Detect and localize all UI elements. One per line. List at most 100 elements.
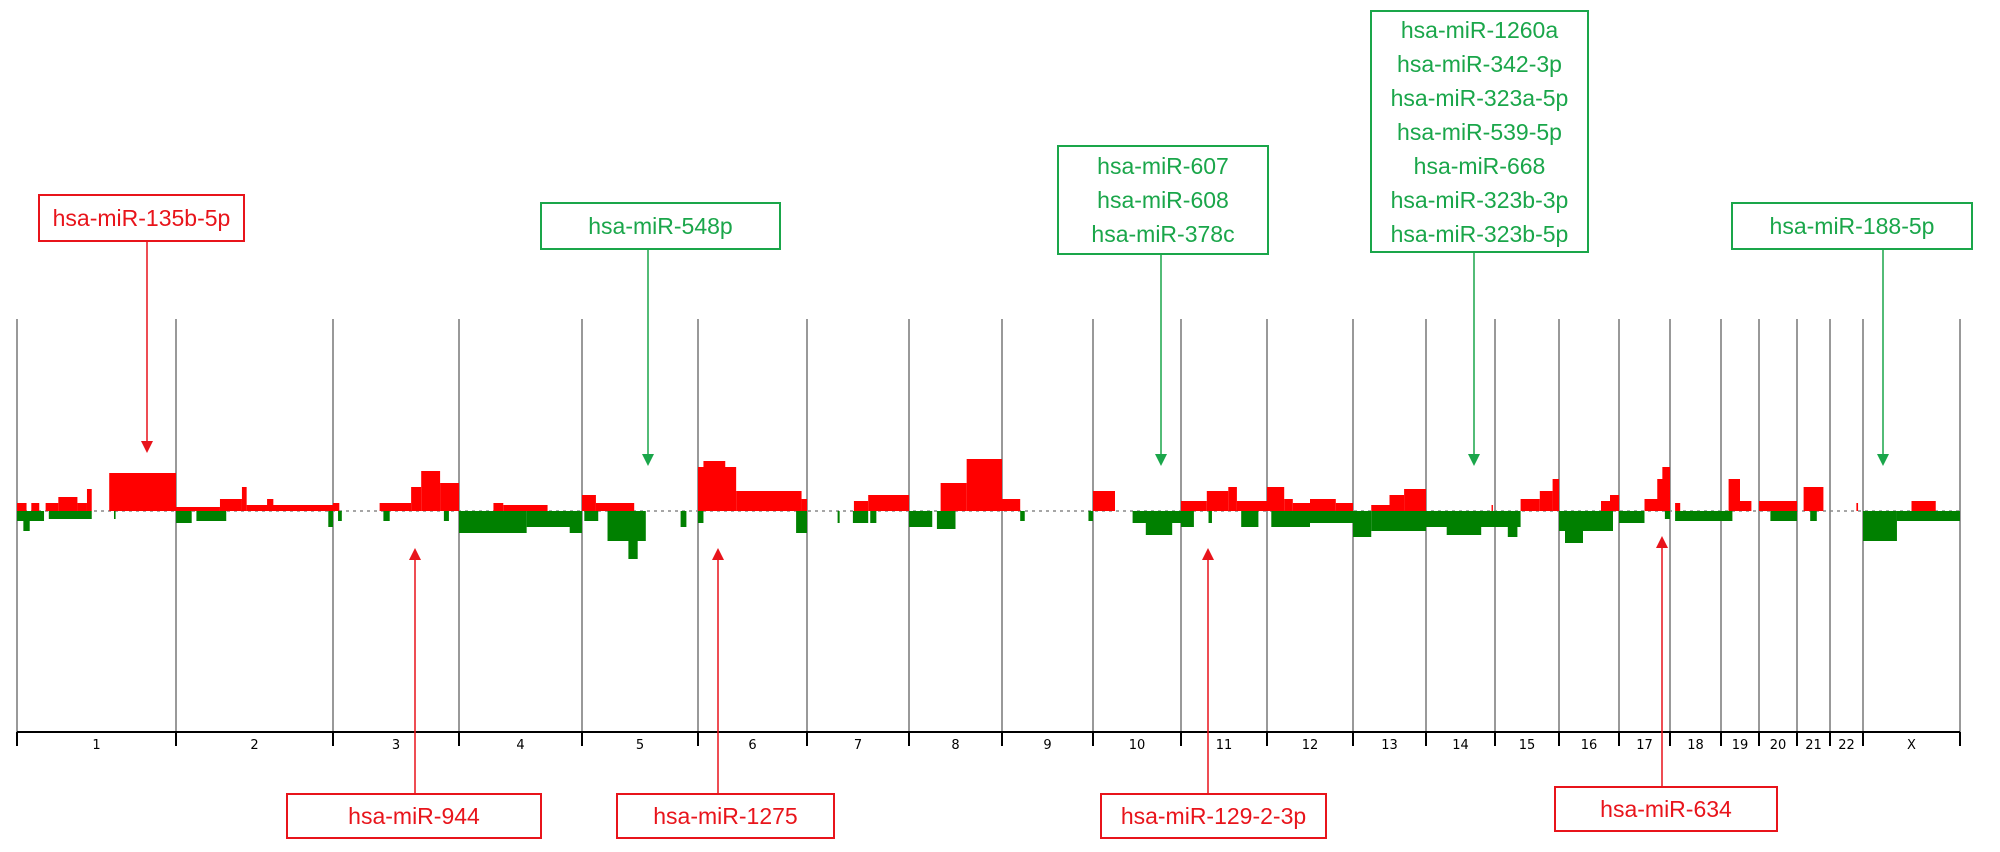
chromosome-label: 12 bbox=[1302, 738, 1319, 753]
chromosome-label: 18 bbox=[1687, 738, 1704, 753]
gain-bar-chr19 bbox=[1740, 501, 1752, 511]
loss-bar-chr3 bbox=[338, 511, 342, 521]
mirna-label: hsa-miR-944 bbox=[348, 803, 480, 829]
chromosome-label: 10 bbox=[1129, 738, 1146, 753]
gain-bar-chr12 bbox=[1267, 487, 1285, 511]
mirna-label: hsa-miR-323a-5p bbox=[1390, 84, 1569, 111]
gain-bar-chr6 bbox=[703, 461, 726, 511]
loss-bar-chr5 bbox=[628, 511, 638, 559]
loss-bar-chr11 bbox=[1241, 511, 1259, 527]
gain-bar-chr6 bbox=[736, 491, 802, 511]
arrow-head-icon bbox=[141, 441, 153, 453]
mirna-label: hsa-miR-342-3p bbox=[1397, 50, 1562, 77]
mirna-annotation-box: hsa-miR-944 bbox=[286, 793, 542, 839]
arrow-head-icon bbox=[1155, 454, 1167, 466]
mirna-annotation-box: hsa-miR-1275 bbox=[616, 793, 835, 839]
gain-bar-chr1 bbox=[109, 473, 176, 511]
loss-bar-chr8 bbox=[909, 511, 933, 527]
loss-bar-chr5 bbox=[607, 511, 646, 541]
gain-bar-chr22 bbox=[1856, 503, 1859, 511]
gain-bar-chr12 bbox=[1310, 499, 1336, 511]
mirna-annotation-box: hsa-miR-548p bbox=[540, 202, 781, 250]
loss-bar-chr4 bbox=[526, 511, 582, 527]
chromosome-label: 15 bbox=[1519, 738, 1536, 753]
mirna-label: hsa-miR-634 bbox=[1600, 796, 1732, 822]
gain-bar-chr1 bbox=[77, 503, 87, 511]
gain-bar-chr3 bbox=[440, 483, 459, 511]
mirna-label: hsa-miR-323b-5p bbox=[1390, 220, 1569, 247]
gain-bar-chr5 bbox=[582, 495, 596, 511]
chromosome-label: 22 bbox=[1838, 738, 1855, 753]
gain-bar-chr1 bbox=[86, 489, 92, 511]
loss-bar-chr11 bbox=[1181, 511, 1194, 527]
mirna-label: hsa-miR-188-5p bbox=[1769, 213, 1935, 239]
chromosome-label: 8 bbox=[951, 738, 959, 753]
gain-bar-chr13 bbox=[1404, 489, 1426, 511]
arrow-head-icon bbox=[1202, 548, 1214, 560]
gain-bar-chr12 bbox=[1292, 503, 1310, 511]
gain-bar-chr18 bbox=[1675, 503, 1681, 511]
loss-bar-chr6 bbox=[698, 511, 704, 523]
loss-bar-chr15 bbox=[1507, 511, 1518, 537]
chromosome-label: 9 bbox=[1043, 738, 1051, 753]
loss-bar-chrX bbox=[1863, 511, 1897, 541]
mirna-label: hsa-miR-135b-5p bbox=[52, 205, 231, 231]
loss-bar-chr7 bbox=[870, 511, 877, 523]
loss-bar-chr11 bbox=[1208, 511, 1212, 523]
gain-bar-chr1 bbox=[45, 503, 59, 511]
gain-bar-chr8 bbox=[966, 459, 1002, 511]
gain-bar-chr16 bbox=[1601, 501, 1610, 511]
mirna-label: hsa-miR-608 bbox=[1097, 187, 1229, 213]
loss-bar-chr18 bbox=[1675, 511, 1721, 521]
gain-bar-chr19 bbox=[1728, 479, 1740, 511]
arrow-head-icon bbox=[642, 454, 654, 466]
gain-bar-chr1 bbox=[58, 497, 78, 511]
gain-bar-chr2 bbox=[176, 507, 220, 511]
chromosome-label: 4 bbox=[516, 738, 524, 753]
chromosome-label: 20 bbox=[1770, 738, 1787, 753]
gain-bar-chr17 bbox=[1662, 467, 1670, 511]
gain-bar-chr13 bbox=[1371, 505, 1390, 511]
loss-bar-chr19 bbox=[1721, 511, 1733, 521]
mirna-label: hsa-miR-1275 bbox=[653, 803, 798, 829]
gain-bar-chr2 bbox=[267, 499, 274, 511]
loss-bar-chr17 bbox=[1664, 511, 1670, 519]
gain-bar-chr21 bbox=[1803, 487, 1824, 511]
mirna-label: hsa-miR-539-5p bbox=[1397, 118, 1562, 145]
chromosome-label: 16 bbox=[1581, 738, 1598, 753]
loss-bar-chr20 bbox=[1770, 511, 1797, 521]
chromosome-label: 6 bbox=[748, 738, 756, 753]
gain-bar-chr15 bbox=[1552, 479, 1559, 511]
chromosome-label: 11 bbox=[1216, 738, 1233, 753]
chromosome-label: 17 bbox=[1636, 738, 1653, 753]
loss-bar-chr1 bbox=[17, 511, 45, 521]
arrow-head-icon bbox=[1877, 454, 1889, 466]
mirna-label: hsa-miR-607 bbox=[1097, 153, 1229, 179]
loss-bar-chr9 bbox=[1088, 511, 1093, 521]
gain-bar-chr5 bbox=[595, 503, 635, 511]
mirna-annotation-box: hsa-miR-188-5p bbox=[1731, 202, 1973, 250]
chromosome-label: 1 bbox=[92, 738, 100, 753]
gain-bar-chr4 bbox=[493, 503, 504, 511]
mirna-label: hsa-miR-323b-3p bbox=[1390, 186, 1569, 213]
chromosome-label: 5 bbox=[636, 738, 644, 753]
mirna-label: hsa-miR-1260a bbox=[1400, 16, 1559, 43]
arrow-head-icon bbox=[1468, 454, 1480, 466]
mirna-annotation-box: hsa-miR-129-2-3p bbox=[1100, 793, 1327, 839]
gain-bar-chr13 bbox=[1389, 495, 1405, 511]
chromosome-label: X bbox=[1907, 738, 1916, 753]
loss-bar-chr12 bbox=[1310, 511, 1353, 523]
gain-bar-chr14 bbox=[1491, 505, 1493, 511]
loss-bar-chr2 bbox=[176, 511, 192, 523]
gain-bar-chr10 bbox=[1093, 491, 1115, 511]
gain-bar-chr6 bbox=[801, 499, 807, 511]
gain-bar-chr11 bbox=[1236, 501, 1267, 511]
arrow-head-icon bbox=[712, 548, 724, 560]
gain-bar-chr11 bbox=[1206, 491, 1229, 511]
loss-bar-chr1 bbox=[48, 511, 92, 519]
loss-bar-chr10 bbox=[1145, 511, 1173, 535]
arrow-head-icon bbox=[1656, 536, 1668, 548]
loss-bar-chr9 bbox=[1020, 511, 1025, 521]
mirna-label: hsa-miR-668 bbox=[1413, 152, 1546, 179]
chromosome-label: 19 bbox=[1732, 738, 1749, 753]
